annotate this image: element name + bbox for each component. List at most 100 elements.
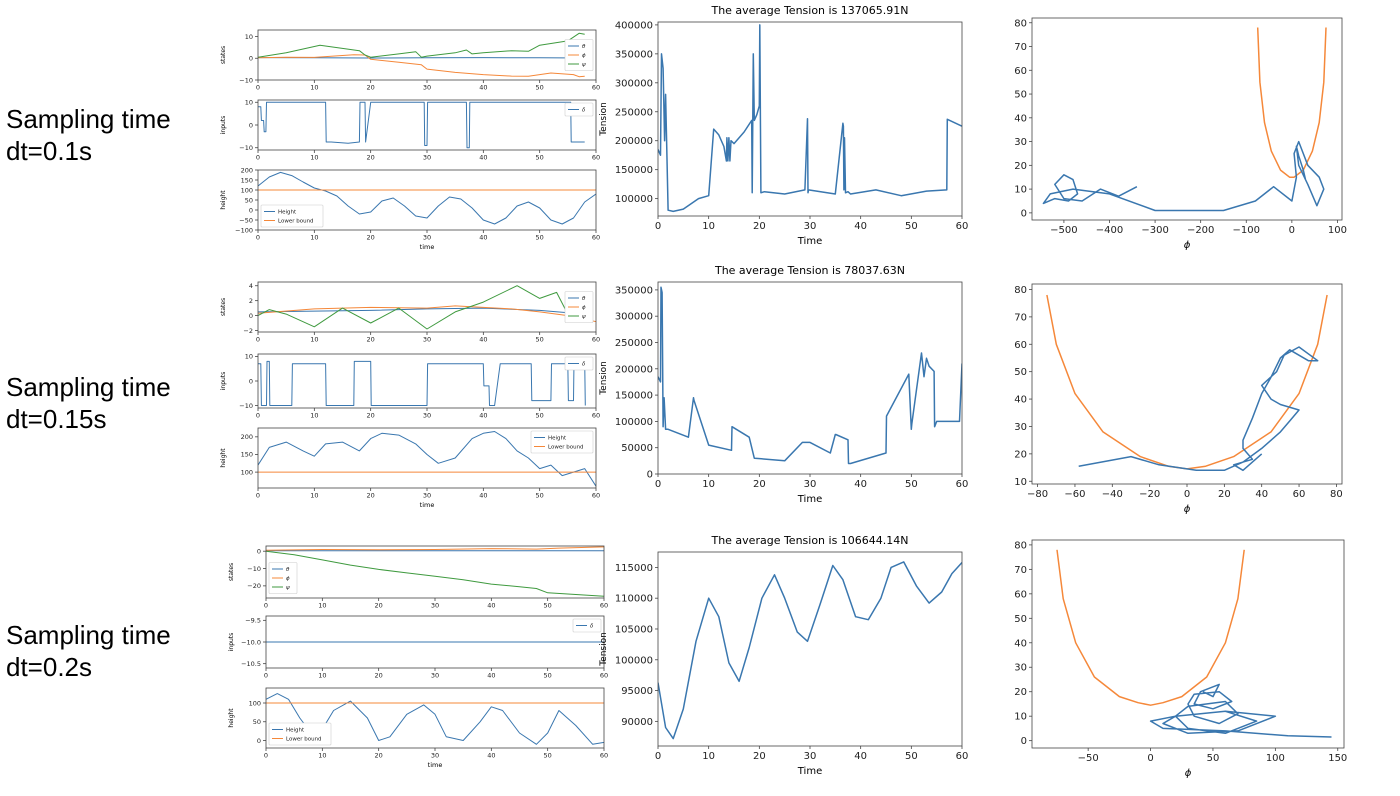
plot-frame	[1031, 283, 1343, 485]
y-tick-label: 105000	[615, 624, 653, 635]
y-tick-label: −10	[247, 565, 261, 573]
chart-title: The average Tension is 106644.14N	[710, 534, 908, 547]
x-tick-label: 50	[536, 492, 544, 500]
y-tick-label: −10	[239, 76, 253, 84]
row-label-3: Sampling time dt=0.2s	[6, 619, 171, 683]
x-tick-label: 50	[536, 336, 544, 344]
y-tick-label: 0	[249, 206, 253, 214]
x-tick-label: 40	[479, 336, 487, 344]
x-tick-label: 40	[479, 84, 487, 92]
x-tick-label: 0	[1147, 753, 1153, 764]
x-tick-label: 10	[310, 84, 318, 92]
series-line-δ	[258, 360, 586, 406]
y-tick-label: 10	[1014, 477, 1027, 488]
y-tick-label: 400000	[615, 20, 653, 31]
y-tick-label: 100	[241, 468, 253, 476]
y-tick-label: 40	[1014, 395, 1027, 406]
y-axis-label: height	[228, 708, 235, 728]
y-tick-label: 2	[249, 297, 253, 305]
y-tick-label: 10	[245, 353, 253, 361]
x-tick-label: 30	[423, 84, 431, 92]
x-tick-label: 0	[1289, 225, 1295, 236]
y-tick-label: 150000	[615, 391, 653, 402]
y-tick-label: 50000	[621, 443, 653, 454]
y-tick-label: 0	[249, 377, 253, 385]
x-tick-label: −50	[1078, 753, 1099, 764]
x-tick-label: 0	[256, 412, 260, 420]
y-tick-label: −9.5	[245, 617, 261, 625]
series-line-ϕ	[258, 54, 585, 78]
x-tick-label: −20	[1139, 489, 1160, 500]
x-tick-label: 50	[905, 479, 918, 490]
x-tick-label: 10	[310, 234, 318, 242]
plot-frame	[1031, 539, 1345, 749]
x-tick-label: 0	[264, 672, 268, 680]
legend-label: Height	[286, 728, 305, 734]
x-tick-label: 10	[702, 479, 715, 490]
plot-frame	[257, 99, 597, 151]
x-axis-label: time	[420, 501, 435, 509]
y-tick-label: 150000	[615, 165, 653, 176]
x-tick-label: 50	[1207, 753, 1220, 764]
legend-label: ψ	[286, 585, 290, 591]
series-line-Height	[258, 431, 596, 487]
y-tick-label: −10.5	[241, 660, 261, 668]
legend: Height Lower bound	[530, 430, 594, 454]
series-line-ψ	[258, 32, 585, 58]
x-tick-label: 30	[804, 751, 817, 762]
plot-frame	[257, 427, 597, 489]
x-tick-label: 40	[487, 602, 495, 610]
y-tick-label: 50	[245, 196, 253, 204]
legend-box	[268, 722, 332, 746]
x-tick-label: 40	[854, 221, 867, 232]
y-axis-label: inputs	[220, 116, 227, 135]
x-tick-label: −100	[1233, 225, 1260, 236]
x-tick-label: 0	[655, 751, 661, 762]
phase-chart-dt01: −500 −400 −300 −200 −100 0 100 0 10 20 30 40 50 60 70 8…	[1014, 17, 1347, 251]
x-tick-label: 10	[702, 751, 715, 762]
height-chart-dt01: 0 10 20 30 40 50 60 −100 −50 0 50 100 150 200 time heig…	[220, 166, 600, 251]
x-tick-label: 0	[256, 336, 260, 344]
x-tick-label: 0	[264, 602, 268, 610]
y-tick-label: 80	[1014, 18, 1027, 29]
y-tick-label: 0	[257, 737, 261, 745]
x-tick-label: 20	[367, 336, 375, 344]
y-tick-label: 40	[1014, 113, 1027, 124]
x-tick-label: 30	[431, 752, 439, 760]
x-tick-label: 30	[804, 221, 817, 232]
y-axis-label: Tension	[599, 632, 609, 667]
y-tick-label: 150	[241, 451, 253, 459]
series-line-0	[1056, 549, 1245, 706]
y-tick-label: 100000	[615, 655, 653, 666]
x-axis-label: ϕ	[1185, 768, 1192, 779]
x-tick-label: 20	[753, 751, 766, 762]
x-tick-label: 60	[956, 221, 969, 232]
y-tick-label: 70	[1014, 312, 1027, 323]
x-tick-label: 60	[592, 154, 600, 162]
y-tick-label: 20	[1014, 161, 1027, 172]
legend: θϕψ	[268, 562, 298, 594]
plot-frame	[257, 281, 597, 333]
legend-box	[260, 204, 324, 228]
y-tick-label: 0	[1021, 736, 1027, 747]
x-tick-label: 20	[367, 234, 375, 242]
x-tick-label: 40	[487, 752, 495, 760]
x-tick-label: 20	[367, 412, 375, 420]
x-tick-label: 10	[318, 752, 326, 760]
y-axis-label: Tension	[599, 102, 609, 137]
y-tick-label: 0	[249, 312, 253, 320]
row-label-2-line1: Sampling time	[6, 372, 171, 402]
x-tick-label: 20	[753, 479, 766, 490]
row-label-3-line2: dt=0.2s	[6, 652, 93, 682]
x-tick-label: 30	[423, 336, 431, 344]
x-tick-label: 40	[479, 154, 487, 162]
x-tick-label: 60	[592, 412, 600, 420]
y-tick-label: 10	[245, 99, 253, 107]
legend-label: Lower bound	[278, 219, 314, 225]
x-tick-label: 40	[1255, 489, 1268, 500]
y-tick-label: 250000	[615, 107, 653, 118]
y-tick-label: 100	[249, 699, 261, 707]
x-tick-label: 0	[256, 84, 260, 92]
x-tick-label: 60	[956, 479, 969, 490]
y-tick-label: −10.0	[241, 638, 261, 646]
